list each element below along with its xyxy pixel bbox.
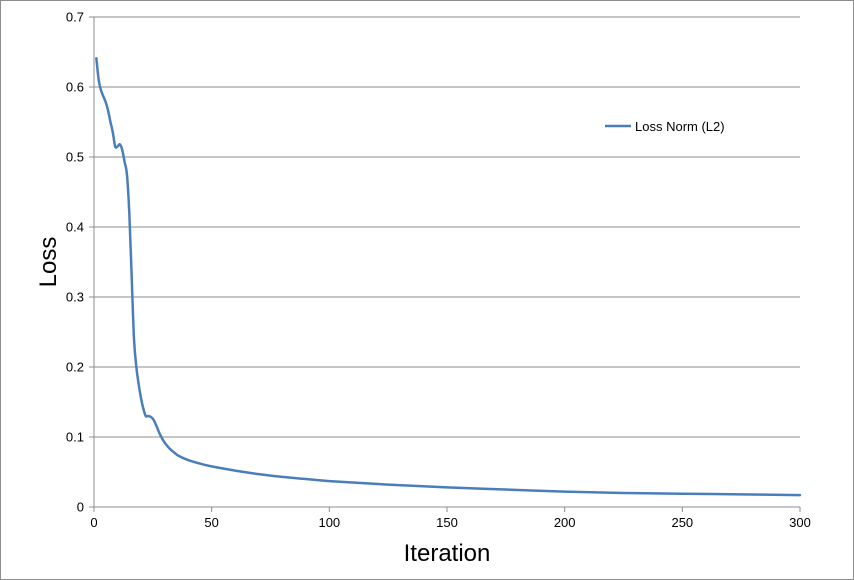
legend: Loss Norm (L2) [605, 119, 725, 134]
y-tick-label: 0.5 [66, 150, 84, 165]
x-axis-title: Iteration [404, 540, 491, 567]
y-tick-label: 0.1 [66, 430, 84, 445]
y-tick-label: 0.3 [66, 290, 84, 305]
series-lines [95, 57, 802, 497]
series-line-loss-norm [95, 57, 802, 497]
x-tick-label: 300 [789, 515, 811, 530]
x-tick-label: 50 [204, 515, 218, 530]
x-tick-label: 200 [554, 515, 576, 530]
y-tick-label: 0.2 [66, 360, 84, 375]
x-tick-labels: 0 50 100 150 200 250 300 [90, 515, 810, 530]
x-tick-label: 100 [318, 515, 340, 530]
x-tick-label: 0 [90, 515, 97, 530]
y-tick-label: 0.6 [66, 80, 84, 95]
y-tick-label: 0.4 [66, 220, 84, 235]
y-tick-label: 0.7 [66, 10, 84, 25]
x-tick-label: 150 [436, 515, 458, 530]
x-tick-label: 250 [671, 515, 693, 530]
y-tick-label: 0 [77, 500, 84, 515]
legend-label-loss-norm: Loss Norm (L2) [635, 119, 725, 134]
gridlines [89, 16, 801, 512]
y-tick-labels: 0 0.1 0.2 0.3 0.4 0.5 0.6 0.7 [66, 10, 84, 515]
axes [93, 17, 800, 508]
y-axis-title: Loss [35, 237, 62, 288]
